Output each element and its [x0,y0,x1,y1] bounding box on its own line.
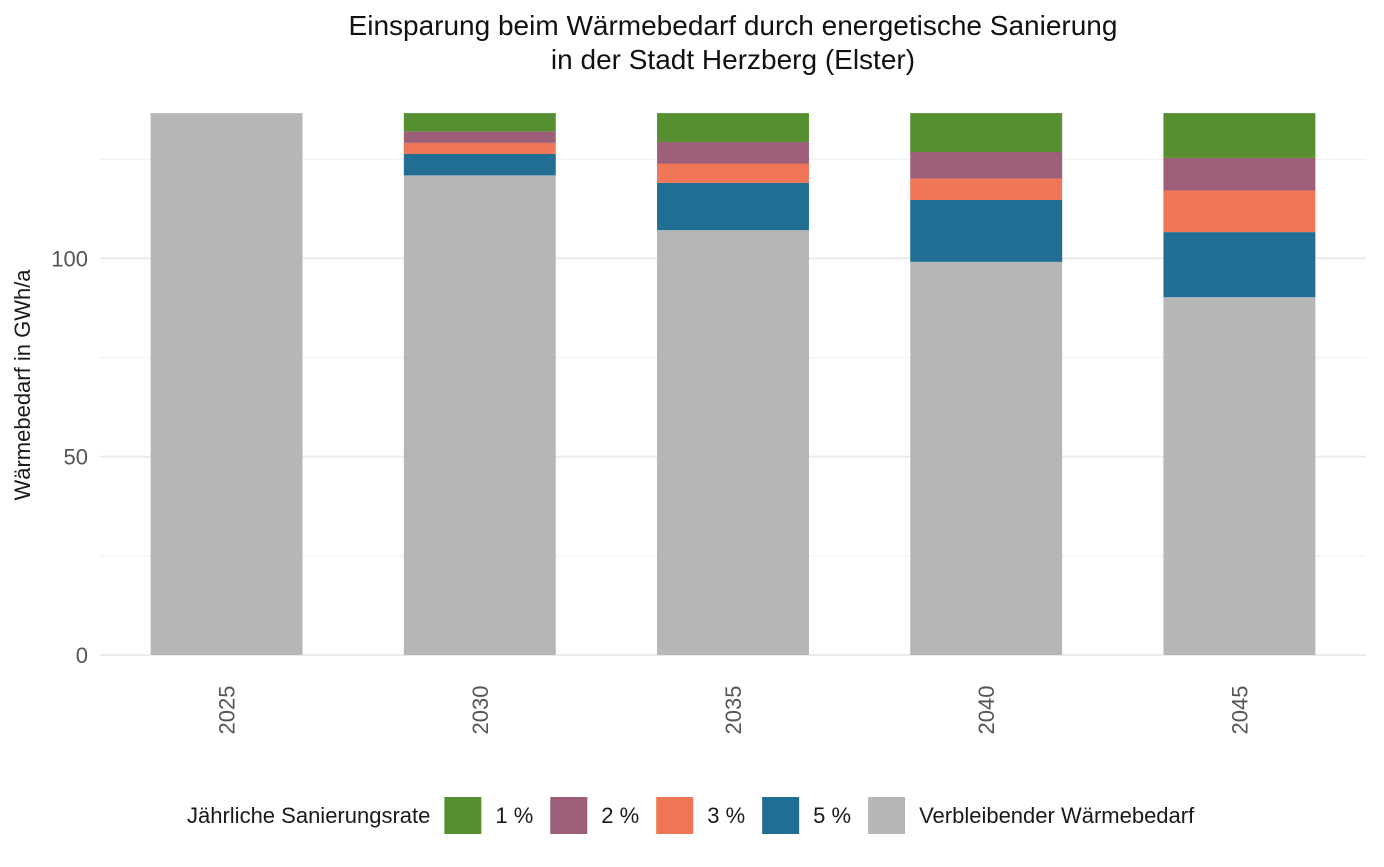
bar-segment-2035-1 [657,113,809,143]
bar-segment-2030-2 [403,131,556,143]
x-tick-label: 2045 [1227,686,1252,735]
bar-segment-2045-verbleibender-w-rmebedarf [1163,297,1316,655]
bar-segment-2045-1 [1163,113,1316,158]
legend-label: 5 % [813,803,851,828]
x-tick-label: 2030 [468,686,493,735]
x-tick-label: 2025 [215,686,240,735]
y-axis-ticks: 0 50 100 [51,246,88,668]
bar-segment-2030-1 [403,113,556,132]
y-tick-label: 0 [76,643,88,668]
bar-segment-2035-2 [657,142,809,164]
bar-segment-2040-5 [910,199,1063,262]
legend-label: 3 % [707,803,745,828]
y-tick-label: 50 [64,445,88,470]
legend-title: Jährliche Sanierungsrate [187,803,430,828]
bars [150,113,1316,656]
bar-segment-2045-3 [1163,190,1316,233]
legend-label: Verbleibender Wärmebedarf [919,803,1195,828]
x-tick-label: 2040 [974,686,999,735]
bar-segment-2040-2 [910,151,1063,179]
legend: Jährliche Sanierungsrate 1 % 2 % 3 % 5 % Ver… [187,797,1195,834]
legend-swatch [762,797,800,834]
x-tick-label: 2035 [721,686,746,735]
bar-segment-2040-verbleibender-w-rmebedarf [910,261,1063,655]
bar-segment-2045-2 [1163,157,1316,191]
bar-segment-2045-5 [1163,232,1316,298]
legend-label: 2 % [601,803,639,828]
legend-swatch [868,797,906,834]
legend-label: 1 % [495,803,533,828]
bar-segment-2040-3 [910,178,1063,200]
bar-segment-2030-3 [403,142,556,154]
bar-segment-2035-verbleibender-w-rmebedarf [657,230,809,656]
bar-segment-2030-5 [403,153,556,176]
y-tick-label: 100 [51,246,88,271]
bar-segment-2035-3 [657,163,809,183]
bar-segment-2030-verbleibender-w-rmebedarf [403,175,556,655]
legend-swatch [444,797,482,834]
y-axis-label: Wärmebedarf in GWh/a [10,269,35,501]
bar-segment-2025-verbleibender-w-rmebedarf [150,113,303,656]
x-axis-ticks: 2025 2030 2035 2040 2045 [215,686,1253,735]
chart-subtitle: in der Stadt Herzberg (Elster) [551,44,915,75]
chart-title: Einsparung beim Wärmebedarf durch energe… [349,10,1118,41]
legend-swatch [656,797,694,834]
legend-swatch [550,797,588,834]
bar-segment-2040-1 [910,113,1063,152]
bar-segment-2035-5 [657,182,809,231]
